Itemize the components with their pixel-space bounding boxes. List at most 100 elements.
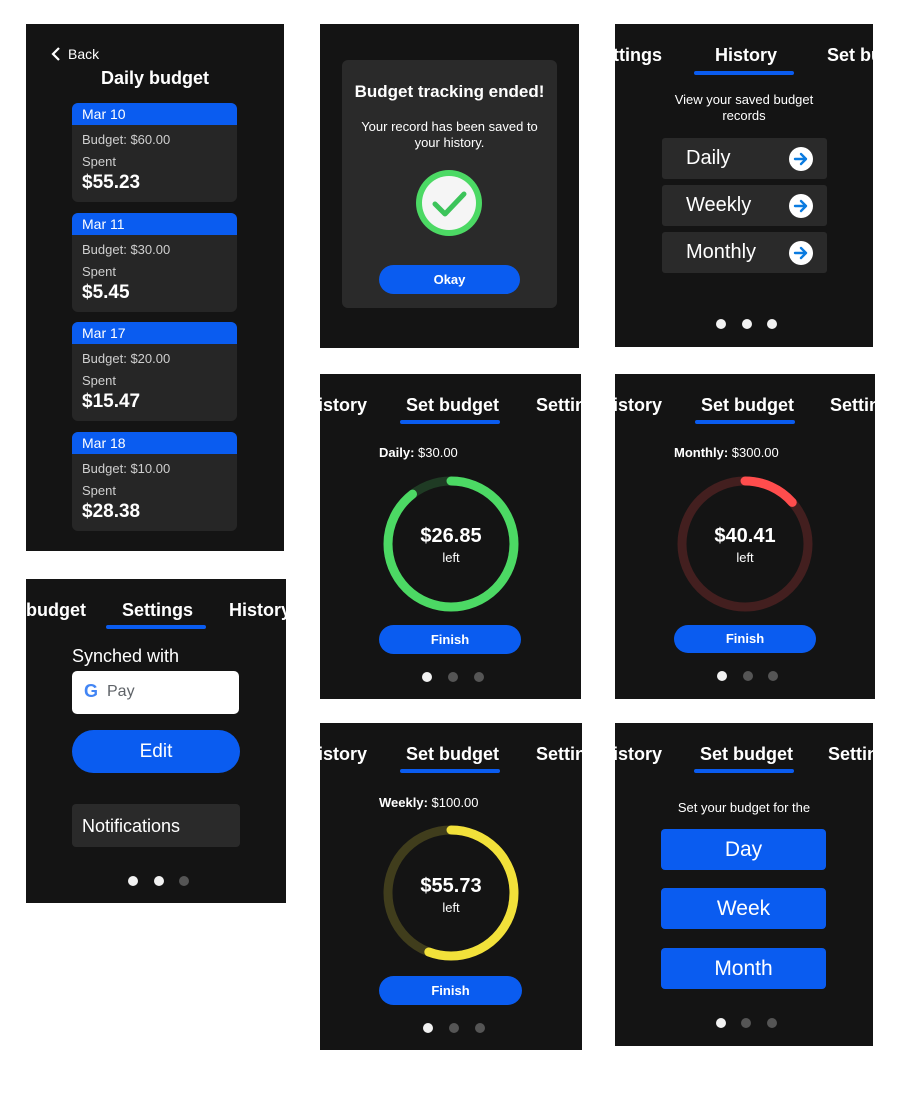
tab-history[interactable]: History — [715, 45, 778, 65]
tab-history[interactable]: istory — [615, 395, 663, 415]
card-budget: Budget: $20.00 — [82, 351, 171, 366]
page-dot[interactable] — [768, 671, 778, 681]
page-dot[interactable] — [154, 876, 164, 886]
remaining-amount: $55.73 — [420, 875, 482, 897]
page-dot[interactable] — [767, 1018, 777, 1028]
budget-card[interactable]: Mar 17 Budget: $20.00 Spent $15.47 — [72, 322, 237, 421]
settings-screen: budget Settings History Synched with G P… — [26, 579, 286, 903]
page-dot[interactable] — [743, 671, 753, 681]
page-dot[interactable] — [179, 876, 189, 886]
tab-set-budget[interactable]: Set bu — [827, 45, 873, 65]
history-item-daily[interactable]: Daily — [662, 138, 827, 179]
page-dot[interactable] — [423, 1023, 433, 1033]
card-date: Mar 18 — [72, 432, 237, 454]
card-spent-label: Spent — [82, 373, 116, 388]
page-dot[interactable] — [742, 319, 752, 329]
card-date: Mar 11 — [72, 213, 237, 235]
dialog: Budget tracking ended! Your record has b… — [342, 60, 557, 308]
set-budget-weekly-screen: istory Set budget Settin Weekly: $100.00… — [320, 723, 582, 1050]
finish-button[interactable]: Finish — [379, 976, 522, 1005]
ring-progress — [383, 476, 519, 612]
remaining-label: left — [442, 550, 460, 565]
tab-set-budget[interactable]: Set budget — [700, 744, 793, 764]
budget-card[interactable]: Mar 10 Budget: $60.00 Spent $55.23 — [72, 103, 237, 202]
month-button[interactable]: Month — [661, 948, 826, 989]
page-dot[interactable] — [448, 672, 458, 682]
card-budget: Budget: $10.00 — [82, 461, 171, 476]
notifications-button[interactable]: Notifications — [72, 804, 240, 847]
page-dot[interactable] — [716, 319, 726, 329]
tab-history[interactable]: History — [229, 600, 286, 620]
tab-set-budget[interactable]: Set budget — [406, 395, 499, 415]
tab-set-budget[interactable]: budget — [26, 600, 86, 620]
tab-settings[interactable]: Settin — [830, 395, 875, 415]
page-dot[interactable] — [128, 876, 138, 886]
okay-button[interactable]: Okay — [379, 265, 520, 294]
history-screen: ttings History Set bu View your saved bu… — [615, 24, 873, 347]
arrow-right-icon — [789, 194, 813, 218]
tab-indicator — [400, 769, 500, 773]
arrow-right-icon — [789, 147, 813, 171]
tab-history[interactable]: istory — [320, 395, 368, 415]
remaining-amount: $26.85 — [420, 525, 482, 547]
card-spent-label: Spent — [82, 483, 116, 498]
day-button[interactable]: Day — [661, 829, 826, 870]
pay-text: Pay — [107, 683, 135, 700]
back-label: Back — [68, 46, 100, 62]
chevron-left-icon — [51, 47, 60, 61]
tab-indicator — [695, 420, 795, 424]
page-dot[interactable] — [716, 1018, 726, 1028]
page-dot[interactable] — [474, 672, 484, 682]
finish-button[interactable]: Finish — [379, 625, 521, 654]
tab-indicator — [694, 71, 794, 75]
budget-label: Daily: $30.00 — [379, 445, 458, 460]
budget-ring — [383, 476, 519, 612]
tab-indicator — [400, 420, 500, 424]
google-logo-icon: G — [84, 681, 99, 701]
history-subtitle: View your saved budget records — [674, 92, 814, 123]
history-item-weekly[interactable]: Weekly — [662, 185, 827, 226]
dialog-message: Your record has been saved to your histo… — [361, 119, 538, 150]
tab-history[interactable]: istory — [615, 744, 663, 764]
tab-indicator — [694, 769, 794, 773]
tab-settings[interactable]: Settin — [536, 744, 582, 764]
synched-label: Synched with — [72, 646, 180, 666]
card-date: Mar 10 — [72, 103, 237, 125]
tab-set-budget[interactable]: Set budget — [701, 395, 794, 415]
budget-label: Weekly: $100.00 — [379, 795, 479, 810]
budget-card[interactable]: Mar 11 Budget: $30.00 Spent $5.45 — [72, 213, 237, 312]
week-button[interactable]: Week — [661, 888, 826, 929]
page-title: Daily budget — [100, 68, 209, 88]
remaining-label: left — [442, 900, 460, 915]
card-budget: Budget: $30.00 — [82, 242, 171, 257]
tab-settings[interactable]: Settings — [122, 600, 194, 620]
page-dot[interactable] — [767, 319, 777, 329]
edit-button[interactable]: Edit — [72, 730, 240, 773]
finish-button[interactable]: Finish — [674, 625, 816, 653]
history-item-label: Monthly — [686, 241, 757, 263]
budget-card[interactable]: Mar 18 Budget: $10.00 Spent $28.38 — [72, 432, 237, 531]
history-item-monthly[interactable]: Monthly — [662, 232, 827, 273]
ring-progress — [383, 825, 519, 961]
tab-settings[interactable]: Settin — [828, 744, 873, 764]
page-dot[interactable] — [449, 1023, 459, 1033]
tracking-ended-screen: Budget tracking ended! Your record has b… — [320, 24, 579, 348]
page-dot[interactable] — [422, 672, 432, 682]
tab-settings[interactable]: ttings — [615, 45, 662, 65]
tab-history[interactable]: istory — [320, 744, 368, 764]
google-pay-box: G Pay — [72, 671, 239, 714]
ring-progress — [677, 476, 813, 612]
budget-label: Monthly: $300.00 — [674, 445, 779, 460]
page-dot[interactable] — [717, 671, 727, 681]
page-dot[interactable] — [475, 1023, 485, 1033]
arrow-right-icon — [789, 241, 813, 265]
tab-settings[interactable]: Settin — [536, 395, 581, 415]
back-button[interactable]: Back — [50, 44, 99, 64]
dialog-title: Budget tracking ended! — [354, 82, 545, 101]
page-dot[interactable] — [741, 1018, 751, 1028]
remaining-amount: $40.41 — [714, 525, 776, 547]
card-spent-value: $28.38 — [82, 501, 141, 522]
card-budget: Budget: $60.00 — [82, 132, 171, 147]
history-item-label: Daily — [686, 147, 731, 169]
tab-set-budget[interactable]: Set budget — [406, 744, 499, 764]
